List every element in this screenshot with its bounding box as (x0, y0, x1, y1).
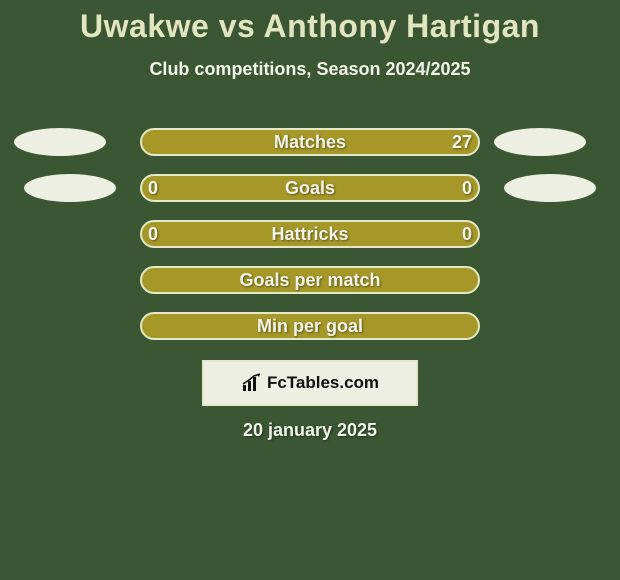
stat-bar (140, 220, 480, 248)
stat-bar (140, 266, 480, 294)
page-subtitle: Club competitions, Season 2024/2025 (0, 59, 620, 80)
stat-row: Goals00 (0, 164, 620, 210)
comparison-card: Uwakwe vs Anthony Hartigan Club competit… (0, 0, 620, 580)
bar-chart-icon (241, 373, 263, 393)
stat-bar (140, 128, 480, 156)
stat-value-right: 27 (442, 128, 472, 156)
stat-rows: Matches27Goals00Hattricks00Goals per mat… (0, 118, 620, 348)
player-marker-right (504, 174, 596, 202)
stat-row: Matches27 (0, 118, 620, 164)
stat-row: Hattricks00 (0, 210, 620, 256)
brand-text: FcTables.com (267, 373, 379, 393)
stat-value-right: 0 (442, 174, 472, 202)
snapshot-date: 20 january 2025 (0, 420, 620, 441)
player-marker-left (14, 128, 106, 156)
player-marker-right (494, 128, 586, 156)
brand-badge: FcTables.com (202, 360, 418, 406)
player-marker-left (24, 174, 116, 202)
stat-bar (140, 174, 480, 202)
stat-value-left: 0 (148, 174, 178, 202)
stat-value-left: 0 (148, 220, 178, 248)
stat-row: Goals per match (0, 256, 620, 302)
page-title: Uwakwe vs Anthony Hartigan (0, 0, 620, 45)
stat-row: Min per goal (0, 302, 620, 348)
stat-value-right: 0 (442, 220, 472, 248)
stat-bar (140, 312, 480, 340)
